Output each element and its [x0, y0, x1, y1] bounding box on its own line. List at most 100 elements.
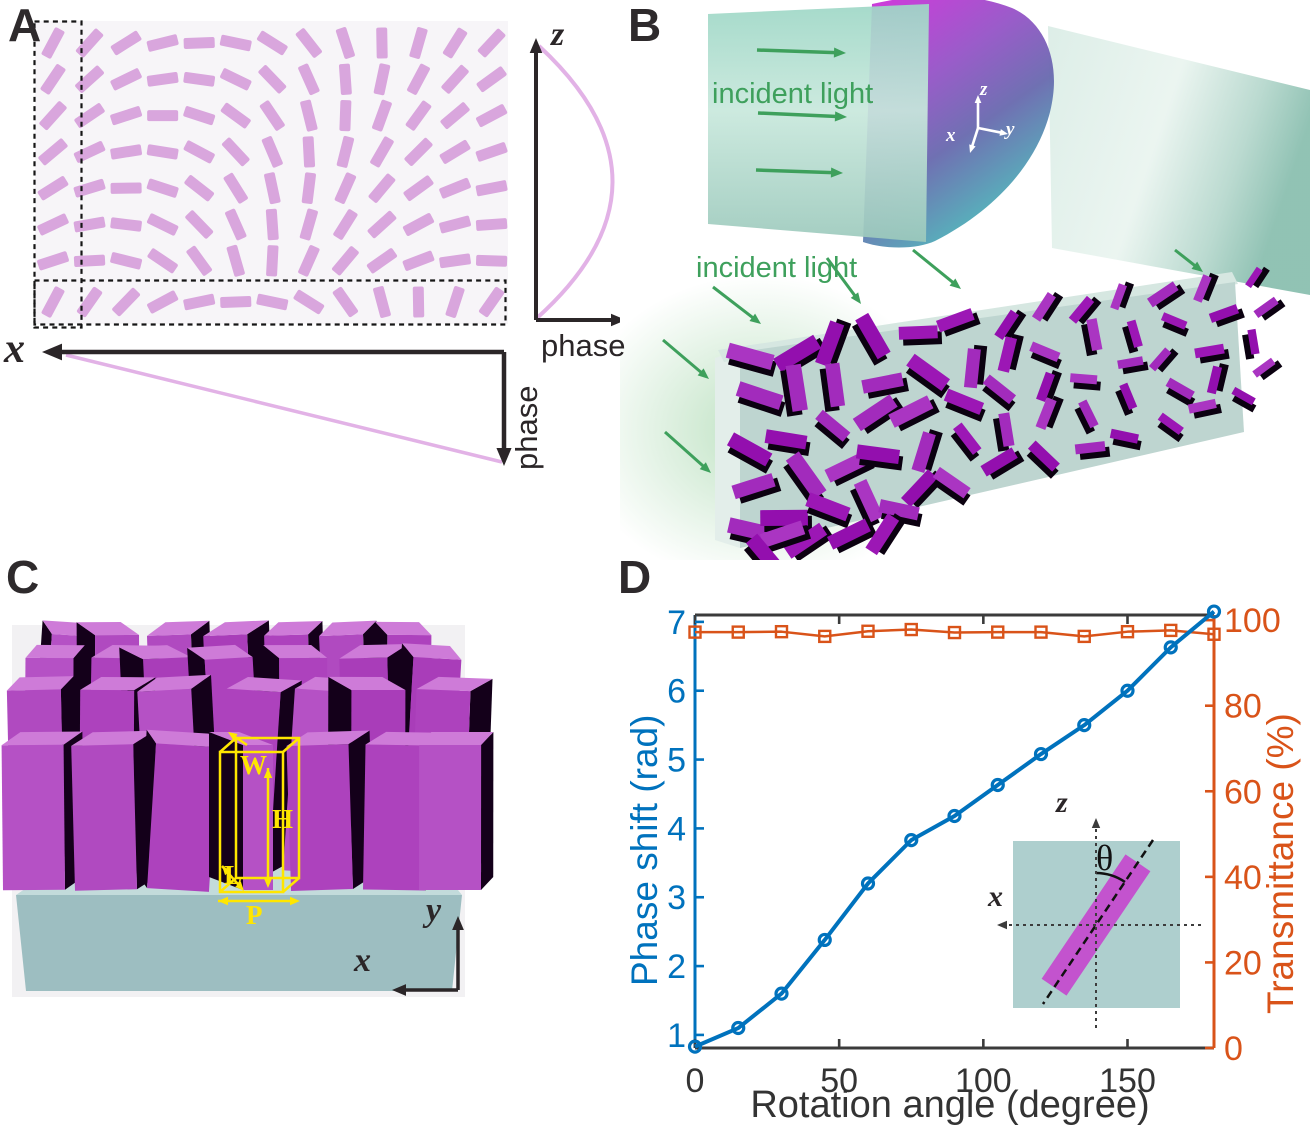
phase-marker	[731, 1020, 746, 1036]
d-inset-x-label: x	[988, 880, 1003, 913]
nanorod	[110, 106, 143, 126]
nanorod	[476, 66, 507, 93]
nanorod	[37, 251, 69, 271]
nanofin	[783, 522, 834, 560]
nanorod	[402, 213, 435, 236]
period-arrow-head	[290, 896, 300, 906]
nanorod	[338, 63, 352, 96]
nanofin	[1029, 341, 1062, 370]
nanorod	[221, 137, 250, 167]
a-x-axis-label: x	[4, 326, 25, 372]
nanorod	[184, 175, 214, 202]
phase-marker	[687, 1039, 703, 1054]
nanorod	[261, 136, 283, 168]
b-y-axis-label: y	[1006, 119, 1015, 140]
nanorod	[41, 286, 65, 318]
nanorod	[373, 286, 391, 318]
incident-arrow-head	[834, 111, 847, 122]
nanorod	[478, 286, 505, 318]
phase-profile-line-x	[65, 353, 503, 464]
nanofin	[878, 499, 923, 528]
nanofin	[1148, 347, 1179, 373]
transmittance-marker	[1034, 625, 1048, 639]
length-arrow-head	[235, 881, 244, 891]
c-y-axis-arrow-head	[452, 916, 464, 930]
incident-arrow-head	[699, 462, 711, 473]
annot-edge	[219, 737, 237, 753]
panel-b-graphic	[620, 0, 1310, 560]
incident-arrow-head	[749, 313, 761, 324]
incident-arrow-head	[850, 292, 861, 304]
nanofin	[780, 363, 808, 417]
nanofin	[898, 325, 943, 346]
nanofin	[819, 362, 846, 413]
nanorod	[370, 136, 394, 168]
nanorod	[332, 286, 359, 318]
nanopillar	[286, 730, 375, 891]
nanorod	[220, 296, 252, 308]
nanorod	[439, 177, 471, 199]
a-z-axis-label: z	[551, 16, 565, 53]
nanofin	[911, 429, 943, 474]
transmittance-marker	[774, 624, 789, 639]
nanorod	[407, 63, 430, 95]
nanofin	[865, 513, 907, 556]
nanorod	[220, 102, 251, 129]
nanofin	[1031, 291, 1064, 322]
inset-x-axis-head	[997, 920, 1007, 930]
nanofin	[905, 353, 951, 399]
nanofin	[980, 447, 1025, 480]
nanorod	[439, 139, 471, 164]
nanorod	[146, 178, 179, 198]
c-length-label: L	[224, 860, 243, 890]
nanofin	[861, 372, 909, 399]
left-tick-label: 7	[667, 604, 686, 642]
nanorod	[259, 100, 285, 131]
nanofin	[950, 422, 982, 462]
nanorod	[367, 210, 397, 239]
nanorod	[112, 287, 140, 317]
b-incident-light-bottom: incident light	[696, 252, 858, 284]
nanofin	[725, 342, 777, 377]
b-z-axis-head	[974, 95, 982, 103]
panel-letter-a: A	[8, 0, 42, 51]
nanopillar	[419, 731, 494, 891]
nanorod	[412, 286, 425, 318]
nanofin	[855, 444, 904, 471]
incident-arrow	[757, 111, 840, 119]
nanorod	[219, 34, 252, 52]
panel-d-chart: 0 50 100 150 1 2 3 4 5 6 7 0 20 40 60 80 100	[667, 602, 1281, 1100]
nanofin	[852, 312, 891, 366]
right-tick-label: 100	[1224, 602, 1281, 640]
nanorod	[339, 99, 352, 132]
nanorod	[110, 68, 142, 91]
height-arrow-head	[263, 878, 273, 888]
nanorod	[409, 27, 428, 59]
x-tick-label: 50	[820, 1062, 858, 1100]
nanorod	[475, 218, 508, 231]
nanorod	[477, 28, 506, 58]
phase-marker	[1163, 640, 1178, 655]
nanorod	[404, 137, 433, 166]
transmittance-marker	[731, 625, 745, 639]
panel-c-graphic	[1, 620, 494, 997]
period-arrow-head	[218, 896, 228, 906]
nanorod	[266, 245, 279, 277]
c-period-label: P	[246, 900, 263, 930]
nanofin	[888, 395, 940, 432]
nanofin	[1109, 428, 1142, 451]
nanofin	[935, 308, 981, 337]
c-x-axis-label: x	[354, 942, 371, 979]
left-tick-label: 5	[667, 742, 686, 780]
nanorod	[336, 135, 355, 168]
nanorod	[441, 64, 469, 94]
nanorod-array	[37, 27, 508, 318]
nanorod	[37, 176, 69, 201]
phase-marker	[1033, 746, 1049, 762]
length-arrow-head	[222, 866, 231, 876]
nanofin	[1242, 328, 1260, 360]
nanofin	[1206, 363, 1229, 395]
nanorod	[439, 253, 471, 269]
nanorod	[186, 245, 212, 276]
c-y-axis-label: y	[426, 892, 442, 929]
